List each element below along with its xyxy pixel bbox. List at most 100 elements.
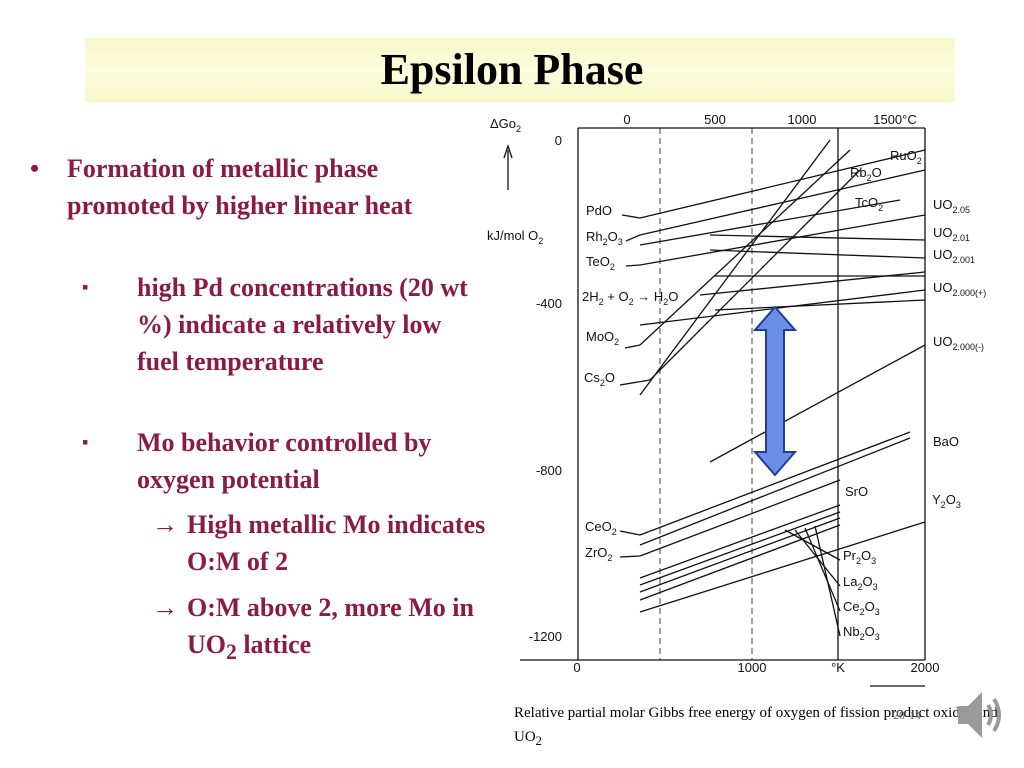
subscript: 2.05 [953, 205, 971, 215]
oxide-label: Y2O3 [932, 492, 961, 510]
oxide-label: 2H2 + O2 → H2O [582, 289, 678, 307]
text-run: High metallic Mo indicates O:M of 2 [187, 510, 486, 576]
subscript: 2 [599, 297, 604, 307]
subscript: 2 [663, 297, 668, 307]
subscript: 2 [610, 262, 615, 272]
curve [625, 264, 641, 267]
text-run: high Pd concentrations (20 wt %) indicat… [137, 273, 468, 376]
subscript: 2 [860, 632, 865, 642]
oxide-label: La2O3 [843, 574, 878, 592]
oxide-label: Cs2O [584, 370, 615, 388]
oxide-label: UO2.000(+) [933, 280, 986, 298]
y-axis-label: ΔGo2 [490, 116, 521, 134]
subscript: 2 [226, 640, 237, 665]
curve [814, 525, 841, 637]
curve [639, 139, 831, 396]
bottom-tick-label: 1000 [738, 660, 767, 675]
bullet-marker: • [30, 154, 40, 183]
speaker-icon[interactable] [950, 680, 1010, 750]
text-run: UO [933, 225, 953, 240]
subscript: 2 [941, 500, 946, 510]
text-run: O [668, 289, 678, 304]
curve [619, 530, 641, 536]
subscript: 2 [629, 297, 634, 307]
curve [649, 169, 861, 381]
subscript: 3 [873, 582, 878, 592]
text-run: TcO [855, 195, 878, 210]
subscript: 2 [516, 124, 521, 134]
subscript: 2 [857, 582, 862, 592]
text-run: ZrO [585, 545, 607, 560]
curve [709, 234, 926, 241]
text-run: UO [933, 197, 953, 212]
oxide-label: UO2.05 [933, 197, 970, 215]
subscript: 2.000(+) [953, 288, 987, 298]
text-run: RuO [890, 148, 917, 163]
text-run: 2H [582, 289, 599, 304]
y-tick-label: -800 [536, 463, 562, 478]
subscript: 3 [871, 556, 876, 566]
text-run: UO [933, 280, 953, 295]
bullet-marker: → [152, 593, 178, 622]
y-tick-label: -400 [536, 296, 562, 311]
oxide-label: Rh2O3 [586, 229, 623, 247]
curve [624, 344, 641, 349]
oxide-label: UO2.000(-) [933, 334, 984, 352]
figure-background [487, 108, 1002, 693]
top-tick-label: 1500°C [873, 112, 917, 127]
subscript: 2 [867, 173, 872, 183]
bullet-marker: ▪ [82, 432, 89, 452]
oxide-label: BaO [933, 434, 959, 449]
curve [639, 199, 901, 246]
bullet-text: Mo behavior controlled by oxygen potenti… [137, 424, 482, 498]
curve [639, 289, 926, 326]
curve [639, 521, 926, 613]
curve [639, 524, 841, 601]
subscript: 2 [856, 556, 861, 566]
text-run: Formation of metallic phase promoted by … [67, 154, 413, 220]
text-run: BaO [933, 434, 959, 449]
bullet-text: O:M above 2, more Mo in UO2 lattice [187, 589, 487, 671]
text-run: Ce [843, 599, 860, 614]
subscript: 2.000(-) [953, 342, 985, 352]
subscript: 2 [600, 378, 605, 388]
text-run: + O [604, 289, 629, 304]
curve [639, 169, 926, 236]
text-run: kJ/mol O [487, 228, 538, 243]
text-run: O [862, 574, 872, 589]
oxide-label: Rb2O [850, 165, 882, 183]
figure-lines [619, 139, 926, 637]
subscript: 2 [917, 156, 922, 166]
oxide-label: MoO2 [586, 329, 619, 347]
bullet-marker: → [152, 510, 178, 539]
title-band [85, 38, 955, 102]
y-tick-label: 0 [555, 133, 562, 148]
oxide-label: TeO2 [586, 254, 615, 272]
curve [804, 527, 841, 612]
speaker-waves [986, 697, 1001, 733]
text-run: Pr [843, 548, 857, 563]
oxide-label: Ce2O3 [843, 599, 880, 617]
curve [639, 431, 911, 536]
y-tick-label: -1200 [529, 629, 562, 644]
text-run: O [861, 548, 871, 563]
curve [625, 234, 641, 242]
text-run: O [605, 370, 615, 385]
text-run: O [865, 624, 875, 639]
bottom-tick-label: 0 [573, 660, 580, 675]
curve [619, 379, 651, 386]
text-run: O [872, 165, 882, 180]
text-run: MoO [586, 329, 614, 344]
subscript: 2 [860, 607, 865, 617]
subscript: 2 [603, 237, 608, 247]
text-run: lattice [236, 630, 312, 659]
curve [639, 511, 841, 586]
oxide-label: PdO [586, 203, 612, 218]
text-run: CeO [585, 519, 612, 534]
curve [639, 479, 841, 557]
curve [639, 149, 851, 346]
subscript: 2.01 [953, 233, 971, 243]
bullet-marker: ▪ [82, 277, 89, 297]
oxide-label: CeO2 [585, 519, 617, 537]
